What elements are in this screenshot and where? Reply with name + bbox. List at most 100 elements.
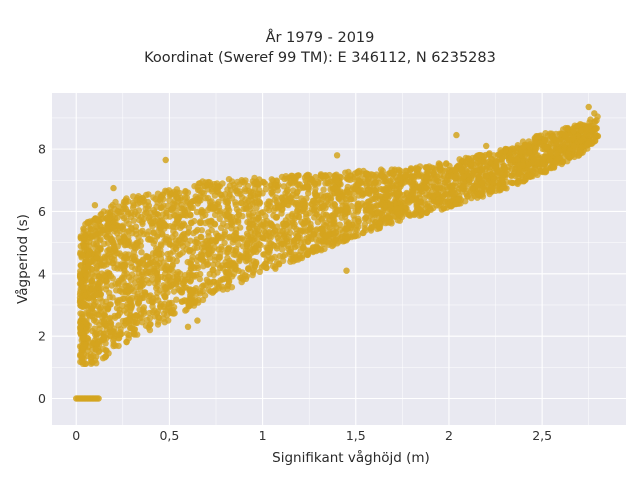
data-point bbox=[448, 185, 455, 192]
data-point bbox=[199, 288, 206, 295]
data-point bbox=[174, 242, 181, 249]
data-point bbox=[542, 167, 549, 175]
data-point bbox=[388, 181, 396, 188]
data-point bbox=[298, 239, 305, 246]
data-point bbox=[80, 237, 88, 244]
data-point bbox=[354, 208, 361, 215]
data-point bbox=[215, 255, 222, 262]
y-tick-label: 8 bbox=[38, 142, 46, 157]
data-point bbox=[205, 286, 212, 294]
data-point bbox=[81, 292, 89, 299]
data-point bbox=[224, 210, 231, 217]
data-point bbox=[258, 209, 265, 216]
data-point bbox=[486, 168, 493, 175]
data-point bbox=[163, 233, 171, 241]
data-point bbox=[460, 182, 468, 189]
data-point bbox=[171, 201, 178, 208]
data-point bbox=[145, 254, 152, 261]
data-point bbox=[140, 230, 147, 238]
data-point bbox=[116, 331, 123, 339]
data-point bbox=[460, 173, 467, 180]
data-point bbox=[194, 183, 201, 191]
data-point bbox=[526, 149, 533, 156]
data-point bbox=[397, 174, 405, 181]
data-point bbox=[179, 205, 186, 213]
data-point bbox=[237, 224, 244, 231]
data-point bbox=[77, 242, 85, 250]
data-point bbox=[228, 213, 236, 221]
data-point bbox=[312, 236, 320, 244]
data-point bbox=[313, 247, 320, 255]
data-point bbox=[190, 272, 198, 279]
data-point bbox=[352, 232, 359, 240]
data-point bbox=[208, 218, 215, 225]
data-point bbox=[512, 173, 519, 180]
data-point bbox=[101, 240, 108, 247]
data-point bbox=[160, 259, 167, 266]
data-point bbox=[138, 314, 145, 321]
data-point bbox=[133, 230, 140, 238]
data-point bbox=[128, 224, 135, 231]
data-point bbox=[458, 167, 465, 174]
data-point bbox=[553, 150, 560, 157]
data-point bbox=[219, 194, 226, 202]
data-point bbox=[524, 161, 532, 168]
data-point bbox=[115, 322, 122, 329]
data-point bbox=[353, 222, 360, 229]
data-point bbox=[149, 250, 157, 257]
data-point bbox=[254, 236, 261, 244]
data-point bbox=[163, 207, 170, 215]
data-point bbox=[150, 240, 157, 247]
data-point bbox=[224, 248, 232, 256]
data-point bbox=[419, 188, 426, 195]
data-point bbox=[194, 317, 201, 324]
data-point bbox=[497, 147, 504, 154]
data-point bbox=[100, 345, 107, 353]
data-point bbox=[266, 198, 274, 205]
data-point bbox=[108, 235, 115, 243]
data-point bbox=[332, 228, 339, 236]
data-point bbox=[155, 251, 162, 258]
data-point bbox=[197, 192, 204, 199]
data-point bbox=[113, 287, 120, 294]
data-point bbox=[488, 184, 495, 192]
data-point bbox=[564, 124, 572, 132]
data-point bbox=[320, 211, 327, 218]
data-point bbox=[78, 358, 86, 365]
data-point bbox=[576, 149, 583, 156]
data-point bbox=[511, 166, 518, 173]
data-point bbox=[249, 189, 257, 196]
data-point bbox=[126, 288, 133, 295]
data-point bbox=[215, 283, 222, 290]
data-point bbox=[470, 171, 477, 178]
data-point bbox=[418, 199, 425, 206]
data-point bbox=[388, 218, 395, 225]
data-point bbox=[403, 191, 411, 198]
data-point bbox=[97, 304, 104, 311]
data-point bbox=[140, 260, 147, 267]
data-point bbox=[262, 180, 269, 188]
data-point bbox=[424, 169, 431, 176]
data-point bbox=[493, 158, 500, 165]
data-point bbox=[433, 178, 440, 185]
data-point bbox=[148, 297, 155, 304]
data-point bbox=[111, 264, 118, 271]
data-point bbox=[577, 121, 584, 128]
data-point bbox=[79, 314, 86, 322]
data-point bbox=[147, 218, 154, 225]
data-point bbox=[445, 166, 453, 174]
data-point bbox=[143, 316, 151, 324]
data-point bbox=[310, 197, 318, 204]
data-point bbox=[578, 143, 586, 151]
data-point bbox=[121, 234, 128, 242]
data-point bbox=[202, 238, 209, 245]
data-point bbox=[345, 233, 352, 241]
data-point bbox=[93, 254, 101, 261]
data-point bbox=[317, 171, 325, 178]
data-point bbox=[114, 230, 121, 237]
data-point bbox=[434, 186, 441, 193]
data-point bbox=[470, 190, 477, 197]
data-point bbox=[173, 296, 180, 303]
data-point bbox=[413, 203, 420, 210]
data-point bbox=[132, 319, 140, 326]
